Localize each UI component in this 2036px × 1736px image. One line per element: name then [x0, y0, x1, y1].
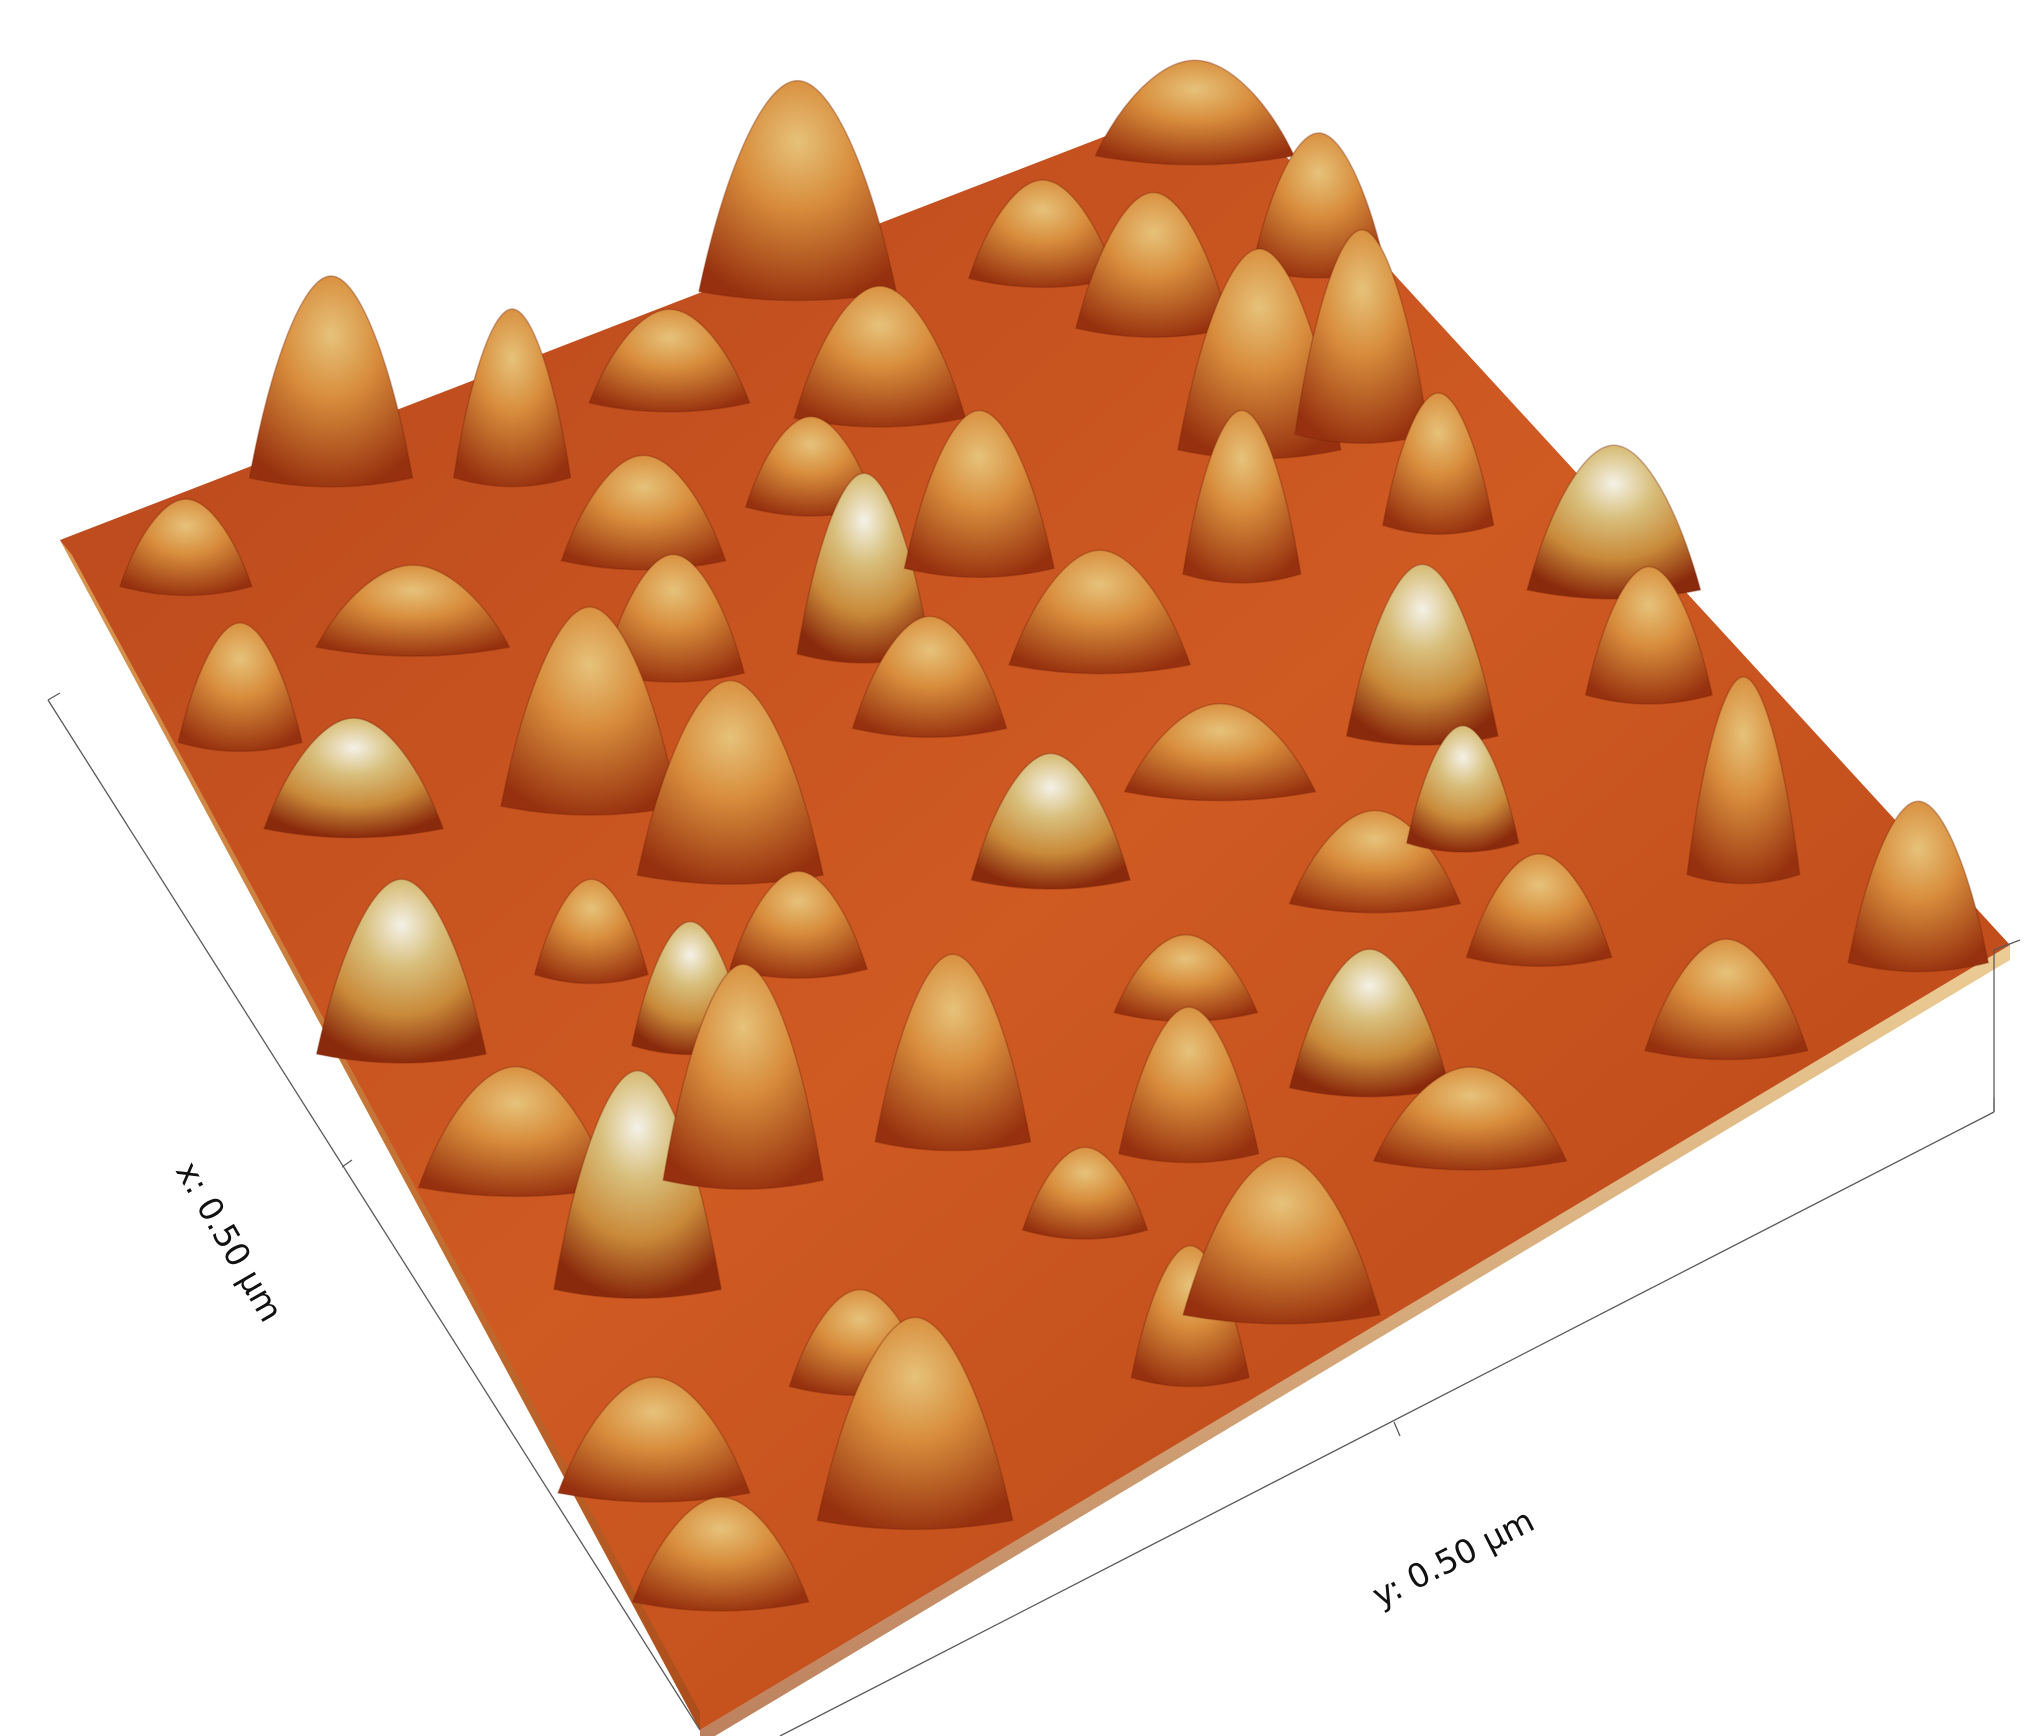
surface-peak	[816, 1316, 1014, 1531]
surface-peak	[452, 308, 572, 488]
surface-peak	[1288, 948, 1451, 1098]
surface-peak	[417, 1065, 614, 1198]
surface-peak	[500, 606, 680, 816]
surface-peak	[177, 622, 303, 753]
surface-peak	[1182, 409, 1302, 584]
surface-peak	[796, 472, 932, 664]
surface-peak	[1008, 549, 1192, 675]
surface-peak	[1372, 1066, 1568, 1171]
surface-peak	[1075, 191, 1232, 338]
surface-peak	[1123, 702, 1317, 802]
surface-base	[60, 90, 2010, 1730]
surface-peaks	[118, 59, 1990, 1612]
surface-front-edge-right	[700, 945, 2010, 1736]
surface-peak	[533, 878, 649, 985]
surface-peak	[851, 615, 1008, 738]
surface-peak	[1686, 676, 1801, 885]
surface-peak	[967, 179, 1118, 289]
x-axis-tick	[47, 692, 61, 701]
surface-peak	[1345, 563, 1499, 746]
x-axis-tick	[341, 1159, 353, 1168]
surface-peak	[1405, 725, 1520, 853]
surface-peak	[728, 870, 869, 979]
surface-peak	[874, 953, 1032, 1152]
surface-peak	[903, 409, 1056, 579]
surface-peak	[1584, 565, 1714, 705]
surface-peak	[601, 553, 746, 683]
z-axis-tick	[1993, 939, 2021, 951]
surface-peak	[588, 308, 751, 413]
surface-peak	[1644, 938, 1809, 1061]
surface-peak	[1294, 229, 1430, 444]
surface-peak	[662, 963, 825, 1190]
surface-peak	[1182, 1155, 1381, 1325]
surface-peak	[1382, 392, 1495, 535]
x-axis-label: x: 0.50 µm	[168, 1155, 291, 1329]
surface-peak	[698, 79, 898, 302]
surface-peak	[1118, 1006, 1260, 1164]
surface-peak	[1465, 852, 1613, 967]
surface-peak	[1526, 444, 1702, 600]
surface-peak	[1021, 1146, 1149, 1240]
surface-peak	[970, 752, 1132, 890]
x-axis-line	[47, 699, 701, 1731]
surface-peak	[1847, 800, 1990, 973]
y-axis-line	[779, 1111, 1995, 1736]
surface-peak	[560, 454, 727, 571]
y-axis-tick	[1393, 1421, 1401, 1437]
surface-peak	[118, 498, 253, 597]
surface-peak	[248, 275, 414, 488]
surface-peak	[557, 1376, 751, 1503]
surface-peak	[314, 564, 511, 657]
surface-peak	[315, 878, 488, 1064]
surface-front-edge-left	[60, 540, 700, 1730]
surface-peak	[636, 679, 825, 885]
surface-peak	[263, 717, 445, 839]
surface-peak	[1094, 59, 1296, 166]
surface-peak	[744, 415, 877, 517]
surface-peak	[631, 1496, 810, 1612]
surface-peak	[793, 285, 967, 428]
y-axis-label: y: 0.50 µm	[1366, 1501, 1540, 1616]
